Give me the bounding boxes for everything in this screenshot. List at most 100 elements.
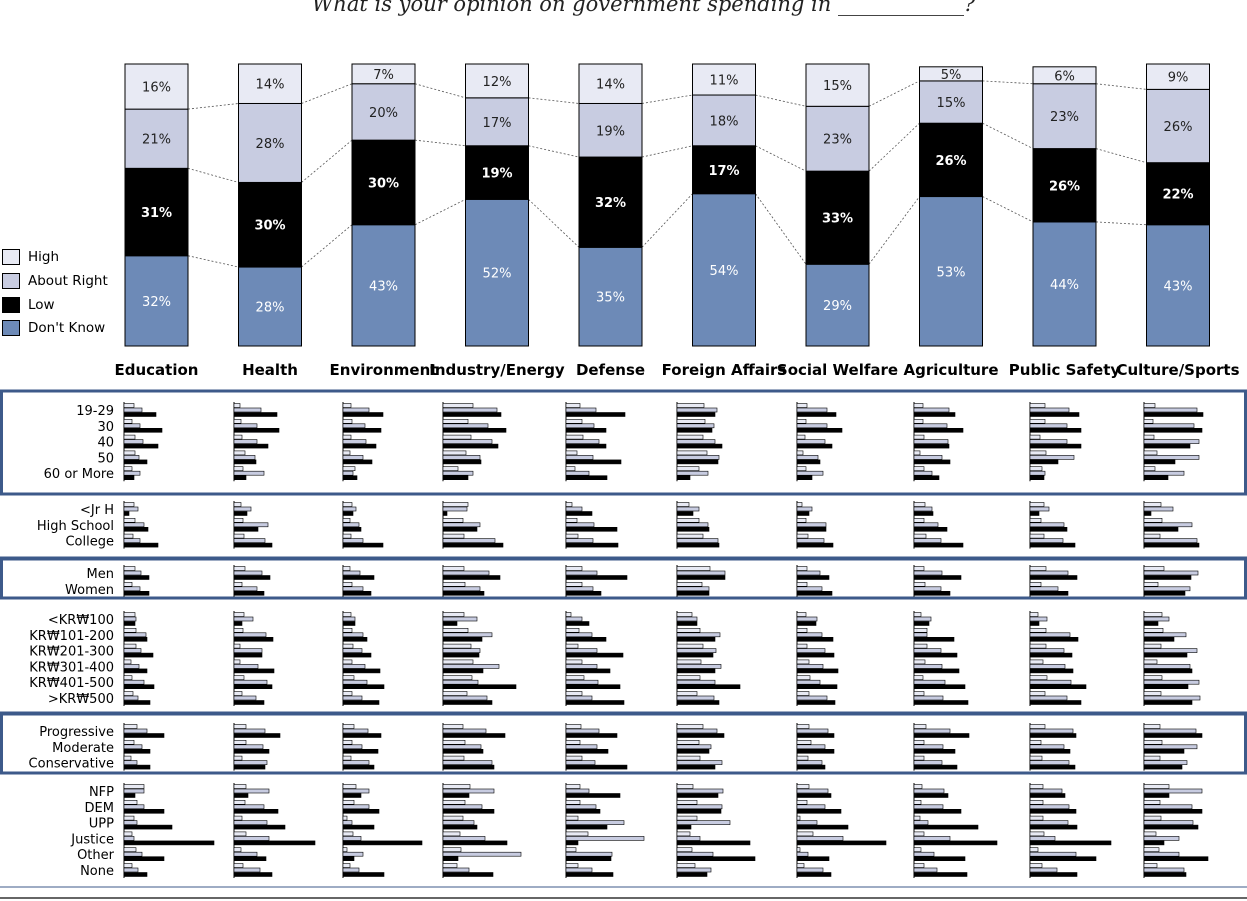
- mini-bar-kr-500-social-welfare-about-right: [796, 695, 828, 701]
- mini-bar-19-29-foreign-affairs-about-right: [676, 407, 718, 413]
- mini-bar-men-health-low: [233, 575, 271, 580]
- mini-bar-19-29-foreign-affairs-high: [676, 403, 705, 408]
- mini-bar-kr-100-public-safety-high: [1029, 612, 1039, 617]
- row-label-college: College: [65, 535, 114, 550]
- mini-bar-dem-education-high: [123, 799, 138, 805]
- bar-segment-education-low: [124, 167, 189, 257]
- data-label-public-safety-dont-know: 44%: [1050, 278, 1079, 293]
- mini-bar-nfp-education-about-right: [123, 788, 145, 794]
- mini-bar-kr-101-200-defense-low: [565, 636, 607, 642]
- mini-bar-50-defense-low: [565, 459, 622, 465]
- mini-bar-upp-environment-about-right: [342, 820, 353, 825]
- data-label-foreign-affairs-high: 11%: [710, 74, 739, 89]
- mini-bar-progressive-social-welfare-low: [796, 733, 835, 738]
- mini-bar-conservative-industry-energy-high: [442, 755, 465, 761]
- mini-bar-kr-401-500-education-about-right: [123, 679, 145, 685]
- mini-bar-women-defense-about-right: [565, 586, 594, 592]
- mini-bar-kr-500-defense-low: [565, 700, 625, 705]
- mini-bar-high-school-education-low: [123, 526, 149, 532]
- mini-bar-nfp-industry-energy-low: [442, 793, 470, 798]
- mini-bar-justice-culture-sports-low: [1143, 840, 1165, 846]
- mini-bar-kr-201-300-education-about-right: [123, 648, 142, 653]
- mini-bar-19-29-foreign-affairs-low: [676, 412, 716, 417]
- mini-bar-kr-301-400-industry-energy-about-right: [442, 664, 500, 669]
- row-label-kr-401-500: KR₩401-500: [29, 676, 114, 691]
- bar-segment-industry-energy-low: [465, 145, 529, 200]
- section-frame: [0, 557, 1247, 600]
- mini-bar-jr-h-public-safety-low: [1029, 511, 1040, 516]
- mini-bar-kr-101-200-culture-sports-high: [1143, 627, 1164, 633]
- data-label-health-high: 14%: [256, 78, 285, 93]
- mini-bar-college-education-about-right: [123, 538, 141, 543]
- mini-bar-high-school-agriculture-high: [913, 517, 925, 523]
- row-label-moderate: Moderate: [52, 741, 114, 756]
- mini-bar-jr-h-foreign-affairs-low: [676, 511, 694, 516]
- mini-bar-men-environment-about-right: [342, 570, 361, 576]
- mini-bar-kr-301-400-foreign-affairs-low: [676, 668, 716, 674]
- mini-bar-kr-100-education-about-right: [123, 616, 137, 622]
- mini-bar-kr-101-200-industry-energy-high: [442, 627, 469, 633]
- mini-bar-30-defense-high: [565, 418, 583, 424]
- mini-bar-upp-social-welfare-about-right: [796, 820, 818, 825]
- mini-bar-college-public-safety-about-right: [1029, 538, 1064, 543]
- mini-bar-dem-health-low: [233, 808, 279, 814]
- mini-bar-moderate-environment-low: [342, 748, 379, 754]
- mini-bar-50-health-high: [233, 450, 246, 456]
- mini-bar-none-industry-energy-about-right: [442, 867, 470, 873]
- mini-bar-progressive-social-welfare-about-right: [796, 728, 829, 734]
- mini-bar-kr-401-500-culture-sports-about-right: [1143, 679, 1200, 685]
- mini-bar-justice-foreign-affairs-high: [676, 831, 691, 837]
- row-label-none: None: [80, 864, 114, 879]
- bar-segment-defense-dont-know: [578, 246, 643, 347]
- bar-segment-foreign-affairs-low: [692, 145, 756, 195]
- mini-bar-conservative-social-welfare-high: [796, 755, 809, 761]
- mini-bar-women-public-safety-low: [1029, 590, 1069, 596]
- mini-bar-kr-100-health-low: [233, 621, 243, 626]
- mini-bar-women-foreign-affairs-high: [676, 581, 703, 587]
- mini-bar-conservative-culture-sports-about-right: [1143, 760, 1188, 765]
- mini-bar-none-defense-about-right: [565, 867, 593, 873]
- category-label-environment: Environment: [330, 361, 438, 379]
- mini-bar-19-29-agriculture-low: [913, 412, 956, 417]
- connector-line: [187, 167, 239, 183]
- mini-bar-nfp-culture-sports-high: [1143, 784, 1170, 789]
- mini-bar-kr-401-500-health-low: [233, 684, 273, 690]
- mini-bar-conservative-defense-low: [565, 764, 628, 770]
- mini-bar-19-29-culture-sports-high: [1143, 403, 1156, 408]
- bar-segment-culture-sports-about-right: [1146, 88, 1210, 164]
- mini-bar-kr-500-agriculture-high: [913, 691, 925, 696]
- mini-bar-kr-401-500-education-high: [123, 675, 133, 681]
- mini-bar-kr-500-culture-sports-about-right: [1143, 695, 1201, 701]
- bar-segment-public-safety-low: [1032, 148, 1097, 223]
- mini-bar-conservative-social-welfare-low: [796, 764, 826, 770]
- legend-item-low: Low: [0, 296, 125, 316]
- mini-bar-kr-101-200-education-high: [123, 627, 137, 633]
- mini-bar-justice-public-safety-high: [1029, 831, 1045, 837]
- mini-bar-kr-101-200-public-safety-high: [1029, 627, 1047, 633]
- mini-bar-kr-500-public-safety-low: [1029, 700, 1082, 705]
- mini-bar-dem-agriculture-about-right: [913, 804, 944, 810]
- mini-bar-kr-100-foreign-affairs-low: [676, 621, 698, 626]
- mini-bar-kr-500-industry-energy-high: [442, 691, 468, 696]
- mini-bar-moderate-agriculture-low: [913, 748, 956, 754]
- mini-bar-kr-201-300-culture-sports-low: [1143, 652, 1188, 658]
- connector-line: [1095, 148, 1147, 164]
- mini-bar-dem-foreign-affairs-high: [676, 799, 698, 805]
- mini-bar-women-environment-low: [342, 590, 372, 596]
- mini-bar-60-or-more-industry-energy-about-right: [442, 470, 474, 476]
- mini-bar-jr-h-education-low: [123, 511, 130, 516]
- section-frame: [0, 389, 1247, 496]
- data-label-defense-high: 14%: [596, 78, 625, 93]
- mini-bar-conservative-environment-high: [342, 755, 352, 761]
- mini-bar-women-agriculture-about-right: [913, 586, 942, 592]
- mini-bar-high-school-health-about-right: [233, 522, 269, 528]
- mini-bar-nfp-defense-high: [565, 784, 581, 789]
- mini-bar-women-industry-energy-low: [442, 590, 485, 596]
- mini-bar-conservative-public-safety-low: [1029, 764, 1076, 770]
- mini-bar-nfp-health-low: [233, 793, 249, 798]
- mini-bar-kr-401-500-culture-sports-high: [1143, 675, 1163, 681]
- mini-bar-dem-public-safety-about-right: [1029, 804, 1070, 810]
- connector-line: [755, 94, 807, 107]
- mini-bar-conservative-education-high: [123, 755, 132, 761]
